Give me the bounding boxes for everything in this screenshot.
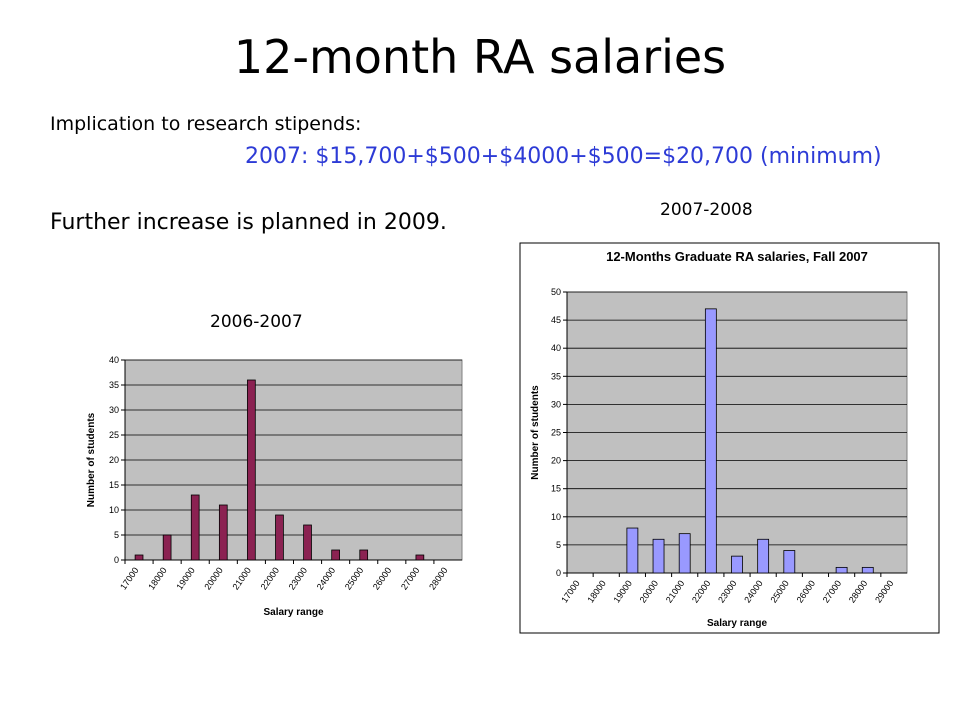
bar-20000 — [218, 504, 228, 561]
y-tick-label: 35 — [551, 371, 561, 381]
x-tick-label: 19000 — [611, 578, 634, 604]
x-tick-label: 18000 — [146, 565, 169, 591]
x-tick-label: 25000 — [768, 578, 791, 604]
y-tick-label: 30 — [109, 405, 119, 415]
x-tick-label: 29000 — [873, 578, 896, 604]
x-tick-label: 28000 — [847, 578, 870, 604]
y-tick-label: 5 — [114, 530, 119, 540]
bar-24000 — [331, 549, 340, 561]
x-axis-title: Salary range — [263, 607, 323, 618]
x-tick-label: 21000 — [664, 578, 687, 604]
bar-22000 — [704, 308, 717, 574]
x-tick-label: 22000 — [259, 565, 282, 591]
further-increase-text: Further increase is planned in 2009. — [50, 210, 447, 235]
y-tick-label: 0 — [556, 568, 561, 578]
y-tick-label: 20 — [109, 455, 119, 465]
x-tick-label: 22000 — [690, 578, 713, 604]
x-tick-label: 26000 — [371, 565, 394, 591]
bar-19000 — [190, 494, 200, 561]
y-tick-label: 10 — [551, 512, 561, 522]
chart-frame — [519, 242, 940, 634]
bar-25000 — [783, 550, 796, 574]
x-tick-label: 24000 — [742, 578, 765, 604]
bar-21000 — [247, 379, 256, 561]
y-axis-title: Number of students — [86, 412, 97, 507]
y-tick-label: 5 — [556, 540, 561, 550]
x-tick-label: 26000 — [795, 578, 818, 604]
bar-27000 — [415, 554, 425, 561]
x-tick-label: 25000 — [343, 565, 366, 591]
chart-2007-2008: 12-Months Graduate RA salaries, Fall 200… — [519, 242, 940, 634]
chart-2006-2007-label: 2006-2007 — [210, 312, 303, 332]
bar-20000 — [652, 538, 665, 574]
x-tick-label: 17000 — [559, 578, 582, 604]
x-tick-label: 27000 — [399, 565, 422, 591]
y-tick-label: 45 — [551, 315, 561, 325]
bar-18000 — [162, 534, 172, 561]
bar-22000 — [275, 514, 284, 561]
bar-19000 — [626, 527, 639, 574]
y-tick-label: 50 — [551, 287, 561, 297]
x-tick-label: 24000 — [315, 565, 338, 591]
chart-2006-2007: 0 5 10 15 20 25 30 35 40 17000 18000 19000 20000 2100… — [86, 355, 463, 618]
x-tick-label: 21000 — [230, 565, 253, 591]
y-tick-label: 15 — [109, 480, 119, 490]
x-tick-label: 23000 — [287, 565, 310, 591]
x-tick-label: 20000 — [202, 565, 225, 591]
y-tick-label: 10 — [109, 505, 119, 515]
chart-2007-2008-label: 2007-2008 — [660, 200, 753, 220]
y-tick-label: 25 — [551, 428, 561, 438]
bar-27000 — [835, 566, 848, 574]
bar-28000 — [861, 566, 874, 574]
y-tick-label: 15 — [551, 484, 561, 494]
x-tick-label: 23000 — [716, 578, 739, 604]
y-tick-label: 25 — [109, 430, 119, 440]
x-tick-label: 19000 — [174, 565, 197, 591]
y-axis-title: Number of students — [530, 385, 541, 480]
chart-title: 12-Months Graduate RA salaries, Fall 200… — [606, 249, 868, 264]
bar-23000 — [303, 524, 312, 561]
y-tick-label: 30 — [551, 399, 561, 409]
implication-text: Implication to research stipends: — [50, 113, 362, 135]
bar-23000 — [731, 555, 743, 574]
bar-17000 — [134, 554, 144, 561]
x-tick-label: 27000 — [821, 578, 844, 604]
bar-25000 — [359, 549, 369, 561]
x-axis-title: Salary range — [707, 618, 767, 629]
x-tick-label: 17000 — [118, 565, 141, 591]
stipend-formula: 2007: $15,700+$500+$4000+$500=$20,700 (m… — [245, 144, 882, 169]
y-tick-label: 35 — [109, 380, 119, 390]
y-tick-label: 40 — [109, 355, 119, 365]
y-tick-label: 40 — [551, 343, 561, 353]
x-tick-label: 28000 — [427, 565, 450, 591]
page-title: 12-month RA salaries — [233, 30, 727, 84]
bar-21000 — [678, 533, 691, 574]
x-tick-label: 18000 — [585, 578, 608, 604]
bar-24000 — [757, 538, 770, 574]
y-tick-label: 20 — [551, 456, 561, 466]
y-tick-label: 0 — [114, 555, 119, 565]
x-tick-label: 20000 — [638, 578, 661, 604]
